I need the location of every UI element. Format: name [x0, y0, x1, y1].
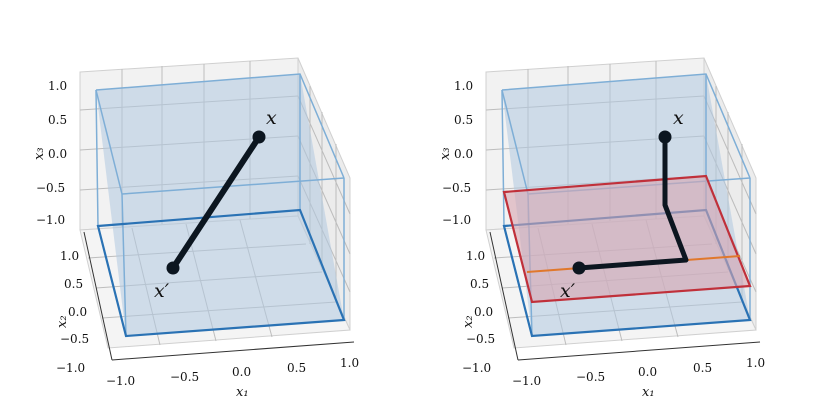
- label-point-x-prime: x′: [560, 280, 576, 302]
- y-tick-label: 1.0: [60, 249, 79, 263]
- y-tick-label: 0.5: [64, 277, 83, 291]
- panel-left: x x′ 1.0 0.5 0.0 −0.5 −1.0 x₃ 1.0 0.5 0.…: [32, 57, 359, 400]
- bottom-face-edge: [96, 208, 346, 338]
- y-axis-label: x₂: [461, 315, 476, 328]
- x-axis-label: x₁: [642, 385, 655, 400]
- y-axis: 1.0 0.5 0.0 −0.5 −1.0 x₂: [55, 231, 113, 375]
- y-tick-label: −0.5: [466, 332, 495, 346]
- x-tick-label: −1.0: [512, 374, 541, 388]
- projected-path: [576, 134, 689, 271]
- z-axis: 1.0 0.5 0.0 −0.5 −1.0 x₃: [438, 79, 473, 227]
- point-x-prime: [572, 261, 586, 275]
- z-tick-label: −1.0: [442, 213, 471, 227]
- x-tick-label: −1.0: [106, 374, 135, 388]
- x-tick-label: 1.0: [340, 356, 359, 370]
- x-tick-label: 0.5: [287, 361, 306, 375]
- y-axis-label: x₂: [55, 315, 70, 328]
- z-tick-label: 0.0: [454, 147, 473, 161]
- y-tick-label: 0.0: [68, 305, 87, 319]
- x-tick-label: −0.5: [170, 370, 199, 384]
- label-point-x-prime: x′: [154, 280, 170, 302]
- y-axis: 1.0 0.5 0.0 −0.5 −1.0 x₂: [461, 231, 519, 375]
- y-tick-label: 1.0: [466, 249, 485, 263]
- z-tick-label: −0.5: [36, 181, 65, 195]
- straight-path: [170, 134, 262, 271]
- point-x-prime: [166, 261, 180, 275]
- x-tick-label: 1.0: [746, 356, 765, 370]
- z-axis-label: x₃: [438, 147, 453, 160]
- label-point-x: x: [266, 107, 277, 129]
- z-axis: 1.0 0.5 0.0 −0.5 −1.0 x₃: [32, 79, 67, 227]
- y-tick-label: 0.0: [474, 305, 493, 319]
- point-x: [658, 130, 672, 144]
- domain-box: [95, 73, 346, 338]
- x-axis-label: x₁: [236, 385, 249, 400]
- y-tick-label: −1.0: [56, 361, 85, 375]
- label-point-x: x: [673, 107, 684, 129]
- y-tick-label: −1.0: [462, 361, 491, 375]
- y-tick-label: 0.5: [470, 277, 489, 291]
- constraint-plane: [502, 174, 752, 304]
- panel-right: x x′ 1.0 0.5 0.0 −0.5 −1.0 x₃ 1.0 0.5 0.…: [438, 57, 765, 400]
- z-tick-label: 0.5: [454, 113, 473, 127]
- z-tick-label: −1.0: [36, 213, 65, 227]
- z-tick-label: 0.5: [48, 113, 67, 127]
- z-axis-label: x₃: [32, 147, 47, 160]
- y-tick-label: −0.5: [60, 332, 89, 346]
- z-tick-label: −0.5: [442, 181, 471, 195]
- x-tick-label: −0.5: [576, 370, 605, 384]
- x-tick-label: 0.5: [693, 361, 712, 375]
- x-tick-label: 0.0: [232, 365, 251, 379]
- z-tick-label: 0.0: [48, 147, 67, 161]
- z-tick-label: 1.0: [48, 79, 67, 93]
- x-axis: −1.0 −0.5 0.0 0.5 1.0 x₁: [512, 341, 765, 400]
- x-tick-label: 0.0: [638, 365, 657, 379]
- z-tick-label: 1.0: [454, 79, 473, 93]
- point-x: [252, 130, 266, 144]
- x-axis: −1.0 −0.5 0.0 0.5 1.0 x₁: [106, 341, 359, 400]
